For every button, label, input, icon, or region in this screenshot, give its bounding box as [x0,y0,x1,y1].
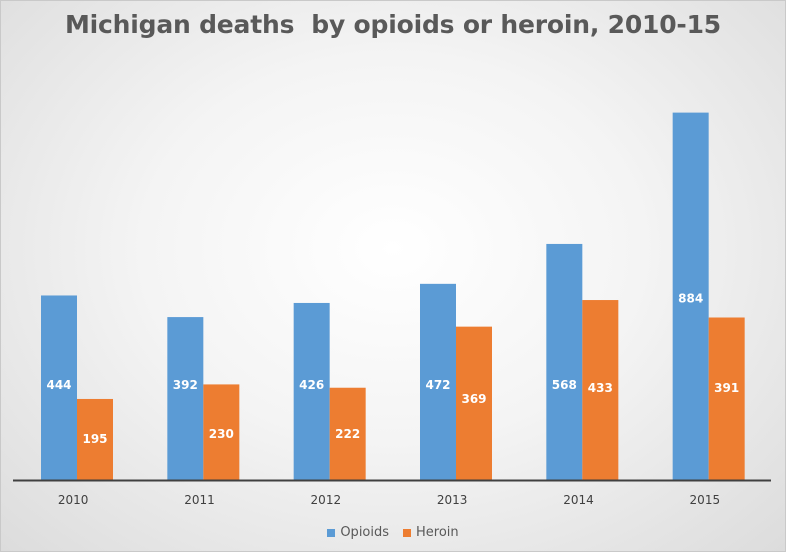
bar-heroin-2011 [203,384,240,480]
data-label-opioids-2013: 472 [425,378,450,392]
legend-entry-heroin: Heroin [403,525,459,540]
x-tick-label-2010: 2010 [58,493,89,507]
bar-opioids-2012 [293,302,330,480]
legend: Opioids Heroin [1,525,785,540]
x-tick-label-2014: 2014 [563,493,594,507]
legend-label-opioids: Opioids [340,525,390,540]
bar-opioids-2011 [167,317,204,480]
bar-heroin-2015 [708,317,745,480]
bar-heroin-2010 [77,398,113,480]
legend-swatch-heroin [403,528,412,537]
data-label-opioids-2011: 392 [173,378,198,392]
data-label-opioids-2014: 568 [552,378,577,392]
bar-opioids-2015 [672,112,709,481]
data-label-opioids-2012: 426 [299,378,324,392]
data-label-heroin-2011: 230 [209,427,234,441]
data-label-heroin-2012: 222 [335,427,360,441]
bar-opioids-2013 [420,283,456,480]
legend-label-heroin: Heroin [416,525,459,540]
legend-entry-opioids: Opioids [327,525,389,540]
bar-heroin-2014 [582,300,619,480]
x-tick-label-2015: 2015 [690,493,721,507]
x-tick-label-2011: 2011 [184,493,215,507]
bar-opioids-2014 [546,243,583,480]
x-tick-label-2013: 2013 [437,493,468,507]
bar-heroin-2013 [456,326,492,480]
data-label-heroin-2014: 433 [588,381,613,395]
chart-title: Michigan deaths by opioids or heroin, 20… [65,10,721,39]
data-label-heroin-2015: 391 [714,381,739,395]
x-tick-label-2012: 2012 [311,493,342,507]
data-label-heroin-2013: 369 [461,392,486,406]
legend-swatch-opioids [327,528,336,537]
data-label-opioids-2015: 884 [678,292,703,306]
bar-heroin-2012 [329,387,366,480]
data-label-heroin-2010: 195 [82,432,107,446]
data-label-opioids-2010: 444 [46,378,71,392]
bar-opioids-2010 [41,295,77,480]
